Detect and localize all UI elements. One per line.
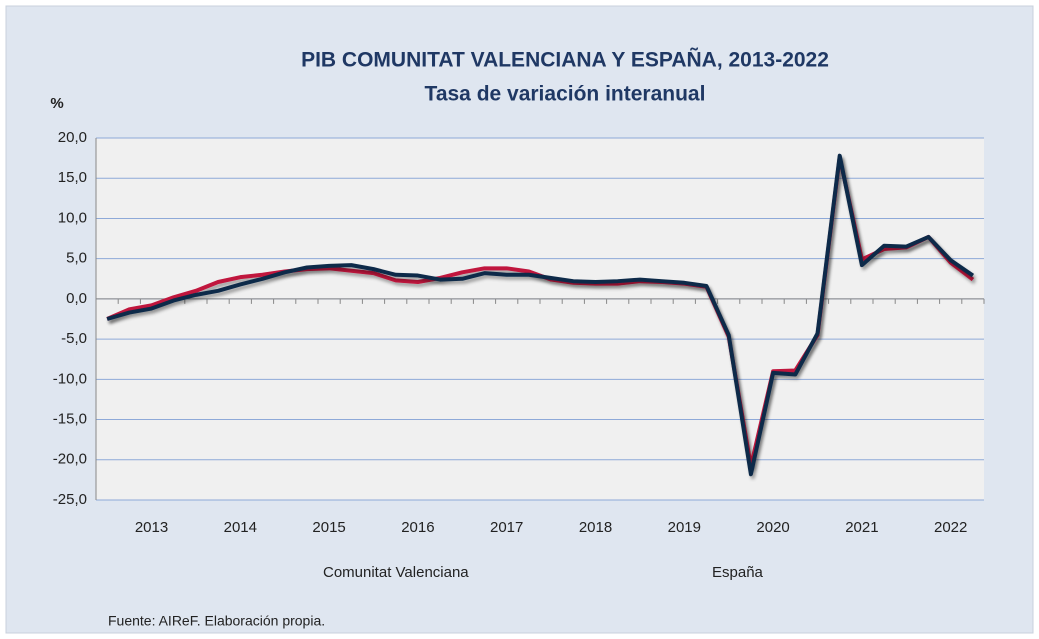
x-tick-label: 2019 bbox=[668, 519, 701, 536]
y-axis-label: % bbox=[50, 95, 63, 112]
y-tick-label: 15,0 bbox=[58, 169, 87, 186]
x-tick-label: 2022 bbox=[934, 519, 967, 536]
y-tick-label: -20,0 bbox=[53, 451, 87, 468]
chart-subtitle: Tasa de variación interanual bbox=[425, 83, 706, 106]
x-tick-label: 2013 bbox=[135, 519, 168, 536]
y-tick-label: -10,0 bbox=[53, 370, 87, 387]
series-line bbox=[106, 153, 975, 477]
x-tick-label: 2015 bbox=[312, 519, 345, 536]
x-tick-label: 2016 bbox=[401, 519, 434, 536]
legend-label: Comunitat Valenciana bbox=[323, 564, 469, 581]
y-tick-label: 20,0 bbox=[58, 129, 87, 146]
x-tick-label: 2017 bbox=[490, 519, 523, 536]
x-tick-label: 2021 bbox=[845, 519, 878, 536]
legend-label: España bbox=[712, 564, 764, 581]
plot-area bbox=[96, 138, 984, 500]
y-tick-label: 10,0 bbox=[58, 209, 87, 226]
source: Fuente: AIReF. Elaboración propia. bbox=[108, 613, 325, 629]
y-tick-label: -25,0 bbox=[53, 491, 87, 508]
x-tick-label: 2020 bbox=[756, 519, 789, 536]
x-tick-label: 2018 bbox=[579, 519, 612, 536]
x-tick-label: 2014 bbox=[224, 519, 257, 536]
y-tick-label: 5,0 bbox=[66, 250, 87, 267]
y-tick-label: -15,0 bbox=[53, 411, 87, 428]
chart-title: PIB COMUNITAT VALENCIANA Y ESPAÑA, 2013-… bbox=[301, 49, 829, 72]
y-tick-label: -5,0 bbox=[61, 330, 87, 347]
y-tick-label: 0,0 bbox=[66, 290, 87, 307]
